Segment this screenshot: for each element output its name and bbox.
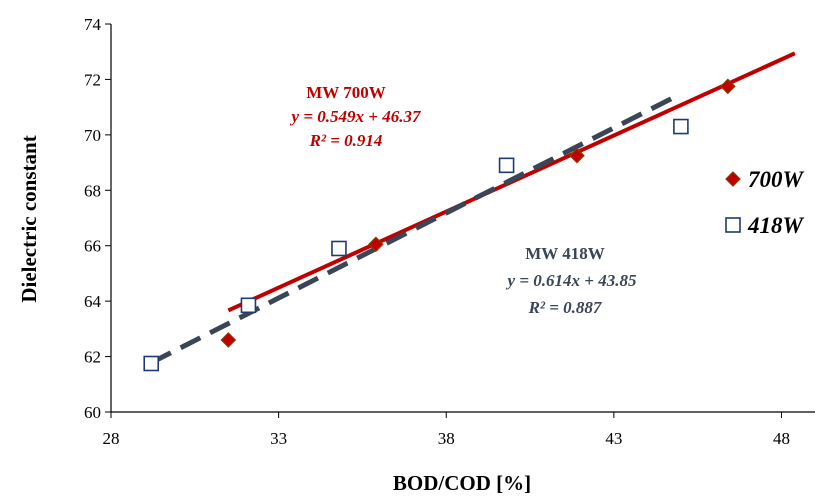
point-700w [569, 147, 585, 164]
point-418w [673, 118, 689, 135]
annotation-700w: MW 700W y = 0.549x + 46.37 R² = 0.914 [290, 83, 422, 150]
legend-label-700w: 700W [748, 167, 805, 192]
point-700w [220, 332, 237, 348]
y-tick-label: 68 [84, 181, 101, 200]
annotation-418w-equation: y = 0.614x + 43.85 [506, 271, 637, 290]
point-700w [719, 78, 736, 95]
y-tick-label: 72 [84, 70, 101, 89]
y-tick-label: 62 [84, 348, 101, 367]
x-tick-label: 43 [605, 429, 622, 448]
annotation-700w-title: MW 700W [306, 83, 386, 102]
legend-marker-418w [725, 217, 741, 233]
point-418w [240, 297, 257, 314]
legend-item-418w: 418W [725, 213, 805, 238]
data-points [143, 78, 736, 372]
annotation-700w-r2: R² = 0.914 [309, 131, 383, 150]
annotation-418w-title: MW 418W [525, 244, 605, 263]
y-tick-label: 60 [84, 403, 101, 422]
point-418w [498, 157, 515, 174]
point-418w [331, 240, 347, 257]
annotation-700w-equation: y = 0.549x + 46.37 [290, 107, 422, 126]
axes [105, 23, 815, 418]
x-tick-label: 33 [270, 429, 287, 448]
trendline-418w [150, 93, 679, 365]
x-tick-label: 38 [438, 429, 455, 448]
legend-marker-700w [725, 171, 741, 187]
trendlines [150, 51, 796, 365]
y-tick-label: 70 [84, 126, 101, 145]
x-tick-label: 48 [773, 429, 790, 448]
legend-label-418w: 418W [747, 213, 805, 238]
x-axis-title: BOD/COD [%] [393, 471, 531, 495]
y-axis-title: Dielectric constant [17, 135, 41, 302]
y-tick-label: 66 [84, 237, 101, 256]
annotation-418w: MW 418W y = 0.614x + 43.85 R² = 0.887 [506, 244, 637, 317]
point-700w [367, 236, 384, 253]
legend-item-700w: 700W [725, 167, 805, 192]
point-418w [143, 355, 160, 372]
annotation-418w-r2: R² = 0.887 [528, 298, 603, 317]
y-tick-label: 64 [84, 292, 102, 311]
x-tick-label: 28 [103, 429, 120, 448]
legend: 700W 418W [725, 167, 805, 238]
tick-labels: 60 62 64 66 68 70 72 74 28 33 38 43 48 [84, 15, 790, 448]
y-tick-label: 74 [84, 15, 102, 34]
